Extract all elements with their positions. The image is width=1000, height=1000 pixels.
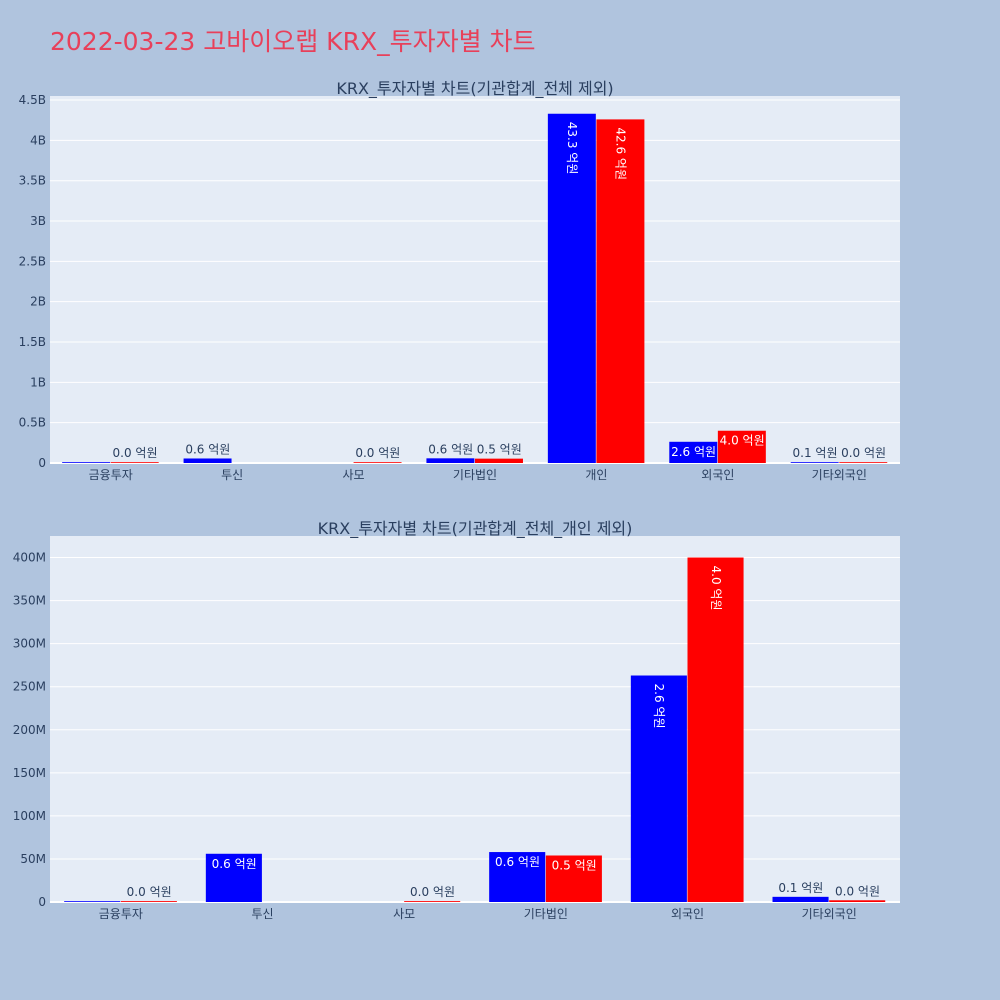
y-tick-label: 250M xyxy=(13,680,46,694)
bar xyxy=(404,901,461,902)
y-tick-label: 3B xyxy=(30,214,46,228)
y-tick-label: 400M xyxy=(13,551,46,565)
data-label: 0.5 억원 xyxy=(552,858,597,872)
bar xyxy=(475,458,523,463)
data-label: 0.5 억원 xyxy=(477,443,522,457)
data-label: 4.0 억원 xyxy=(720,434,765,448)
y-tick-label: 0 xyxy=(38,456,46,470)
y-tick-label: 2B xyxy=(30,295,46,309)
x-tick-label: 기타외국인 xyxy=(812,468,867,482)
data-label: 0.6 억원 xyxy=(212,857,257,871)
y-tick-label: 50M xyxy=(20,852,46,866)
bar xyxy=(772,896,829,902)
bar xyxy=(839,462,888,463)
y-tick-label: 1.5B xyxy=(19,335,46,349)
y-tick-label: 1B xyxy=(30,375,46,389)
y-tick-label: 100M xyxy=(13,809,46,823)
bar xyxy=(205,853,262,902)
bar xyxy=(353,462,402,463)
y-tick-label: 150M xyxy=(13,766,46,780)
y-tick-label: 4.5B xyxy=(19,93,46,107)
x-tick-label: 투신 xyxy=(251,907,273,921)
x-tick-label: 외국인 xyxy=(701,468,734,482)
y-tick-label: 0 xyxy=(38,895,46,909)
x-tick-label: 금융투자 xyxy=(89,468,133,482)
plot-area xyxy=(50,96,900,463)
bar xyxy=(547,113,596,463)
y-tick-label: 4B xyxy=(30,133,46,147)
page-title: 2022-03-23 고바이오랩 KRX_투자자별 차트 xyxy=(50,27,536,56)
data-label: 0.0 억원 xyxy=(835,884,880,898)
bar xyxy=(426,458,475,463)
data-label: 0.0 억원 xyxy=(410,885,455,899)
data-label: 0.0 억원 xyxy=(113,446,158,460)
x-tick-label: 금융투자 xyxy=(99,907,143,921)
bar xyxy=(829,900,886,902)
bar xyxy=(687,557,744,902)
y-tick-label: 200M xyxy=(13,723,46,737)
y-tick-label: 300M xyxy=(13,637,46,651)
data-label: 0.0 억원 xyxy=(127,885,172,899)
investor-chart-all: KRX_투자자별 차트(기관합계_전체 제외) 0 0.5B 1B 1.5B 2B 2.5B… xyxy=(19,79,900,482)
bar xyxy=(120,901,177,902)
data-label: 4.0 억원 xyxy=(709,566,723,611)
data-label: 43.3 억원 xyxy=(565,122,579,175)
bar xyxy=(596,119,645,463)
data-label: 0.1 억원 xyxy=(793,446,838,460)
x-tick-label: 기타법인 xyxy=(524,907,568,921)
bar xyxy=(717,430,766,463)
bar xyxy=(110,462,159,463)
x-tick-label: 개인 xyxy=(585,468,607,482)
y-tick-label: 350M xyxy=(13,594,46,608)
bar xyxy=(630,675,687,902)
data-label: 0.0 억원 xyxy=(841,446,886,460)
y-tick-label: 0.5B xyxy=(19,416,46,430)
x-tick-label: 사모 xyxy=(393,907,415,921)
investor-chart-excl-individual: KRX_투자자별 차트(기관합계_전체_개인 제외) 0 50M 100M 150M 20… xyxy=(13,519,900,921)
data-label: 2.6 억원 xyxy=(652,684,666,729)
data-label: 2.6 억원 xyxy=(671,445,716,459)
data-label: 42.6 억원 xyxy=(614,127,628,180)
y-tick-label: 2.5B xyxy=(19,254,46,268)
chart-title: KRX_투자자별 차트(기관합계_전체 제외) xyxy=(336,79,613,99)
bar xyxy=(489,852,546,902)
bar xyxy=(545,855,602,902)
y-tick-label: 3.5B xyxy=(19,174,46,188)
data-label: 0.6 억원 xyxy=(185,442,230,456)
x-tick-label: 투신 xyxy=(221,468,243,482)
x-tick-label: 사모 xyxy=(343,468,365,482)
bar xyxy=(62,462,111,463)
x-tick-label: 기타법인 xyxy=(453,468,497,482)
data-label: 0.6 억원 xyxy=(428,442,473,456)
bar xyxy=(183,458,232,463)
bar xyxy=(64,901,121,902)
bar xyxy=(790,462,839,463)
x-tick-label: 외국인 xyxy=(671,907,704,921)
x-tick-label: 기타외국인 xyxy=(802,907,857,921)
plot-area xyxy=(50,536,900,902)
chart-title: KRX_투자자별 차트(기관합계_전체_개인 제외) xyxy=(318,519,633,539)
bar xyxy=(669,441,718,463)
data-label: 0.1 억원 xyxy=(778,881,823,895)
data-label: 0.0 억원 xyxy=(355,446,400,460)
data-label: 0.6 억원 xyxy=(495,855,540,869)
